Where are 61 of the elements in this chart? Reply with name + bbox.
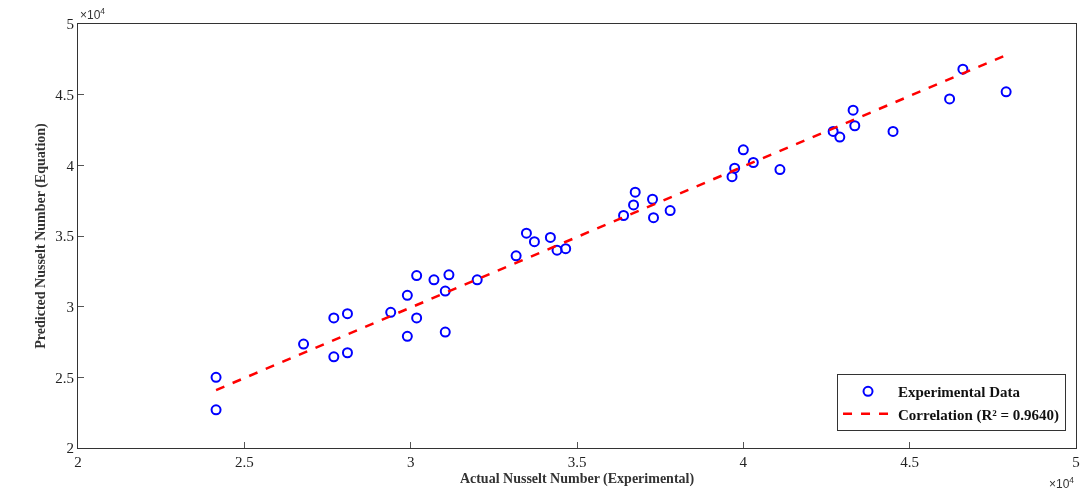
point — [628, 199, 640, 211]
point — [411, 312, 423, 324]
point — [827, 125, 839, 137]
point — [834, 131, 846, 143]
point — [328, 312, 340, 324]
text: ×10$^{4}$ — [1049, 475, 1075, 492]
point — [401, 330, 413, 342]
point — [618, 210, 630, 222]
point — [737, 144, 749, 156]
y-tick-label: 3 — [66, 298, 74, 315]
y-tick-label: 2 — [66, 440, 74, 457]
point — [443, 269, 455, 281]
point — [629, 186, 641, 198]
y-tick-label: 4 — [66, 157, 75, 174]
x-axis-title: Actual Nusselt Number (Experimental) — [459, 471, 695, 488]
point — [747, 157, 759, 169]
point — [944, 93, 956, 105]
point — [528, 236, 540, 248]
point — [774, 164, 786, 176]
point — [341, 347, 353, 359]
point — [411, 270, 423, 282]
legend-label: Experimental Data — [898, 384, 1021, 401]
point — [210, 371, 222, 383]
point — [439, 326, 451, 338]
x-tick-label: 2.5 — [234, 454, 254, 470]
point — [648, 212, 660, 224]
point — [664, 205, 676, 217]
point — [544, 231, 556, 243]
x-tick-label: 5 — [1072, 454, 1080, 470]
point — [520, 227, 532, 239]
point — [729, 162, 741, 174]
point — [849, 120, 861, 132]
x-tick-label: 3.5 — [567, 454, 587, 470]
legend-label: Correlation (R² = 0.9640) — [898, 406, 1060, 424]
point — [1000, 86, 1012, 98]
point — [847, 104, 859, 116]
point — [298, 338, 310, 350]
point — [647, 193, 659, 205]
point — [428, 274, 440, 286]
y-tick-label: 3.5 — [55, 228, 74, 245]
point — [471, 274, 483, 286]
point — [341, 308, 353, 320]
y-tick-label: 5 — [66, 16, 74, 33]
point — [401, 289, 413, 301]
point — [560, 243, 572, 255]
point — [210, 404, 222, 416]
y-axis-title: Predicted Nusselt Number (Equation) — [32, 122, 49, 349]
x-tick-label: 4 — [739, 454, 748, 470]
point — [957, 63, 969, 75]
point — [551, 244, 563, 256]
y-tick-label: 2.5 — [55, 369, 74, 386]
x-tick-label: 3 — [406, 454, 415, 470]
point — [385, 306, 397, 318]
text: ×10$^{4}$ — [80, 6, 106, 23]
y-tick-label: 4.5 — [55, 86, 74, 103]
point — [726, 171, 738, 183]
point — [510, 250, 522, 262]
point — [439, 285, 451, 297]
point — [887, 125, 899, 137]
point — [328, 351, 340, 363]
x-tick-label: 4.5 — [900, 454, 920, 470]
